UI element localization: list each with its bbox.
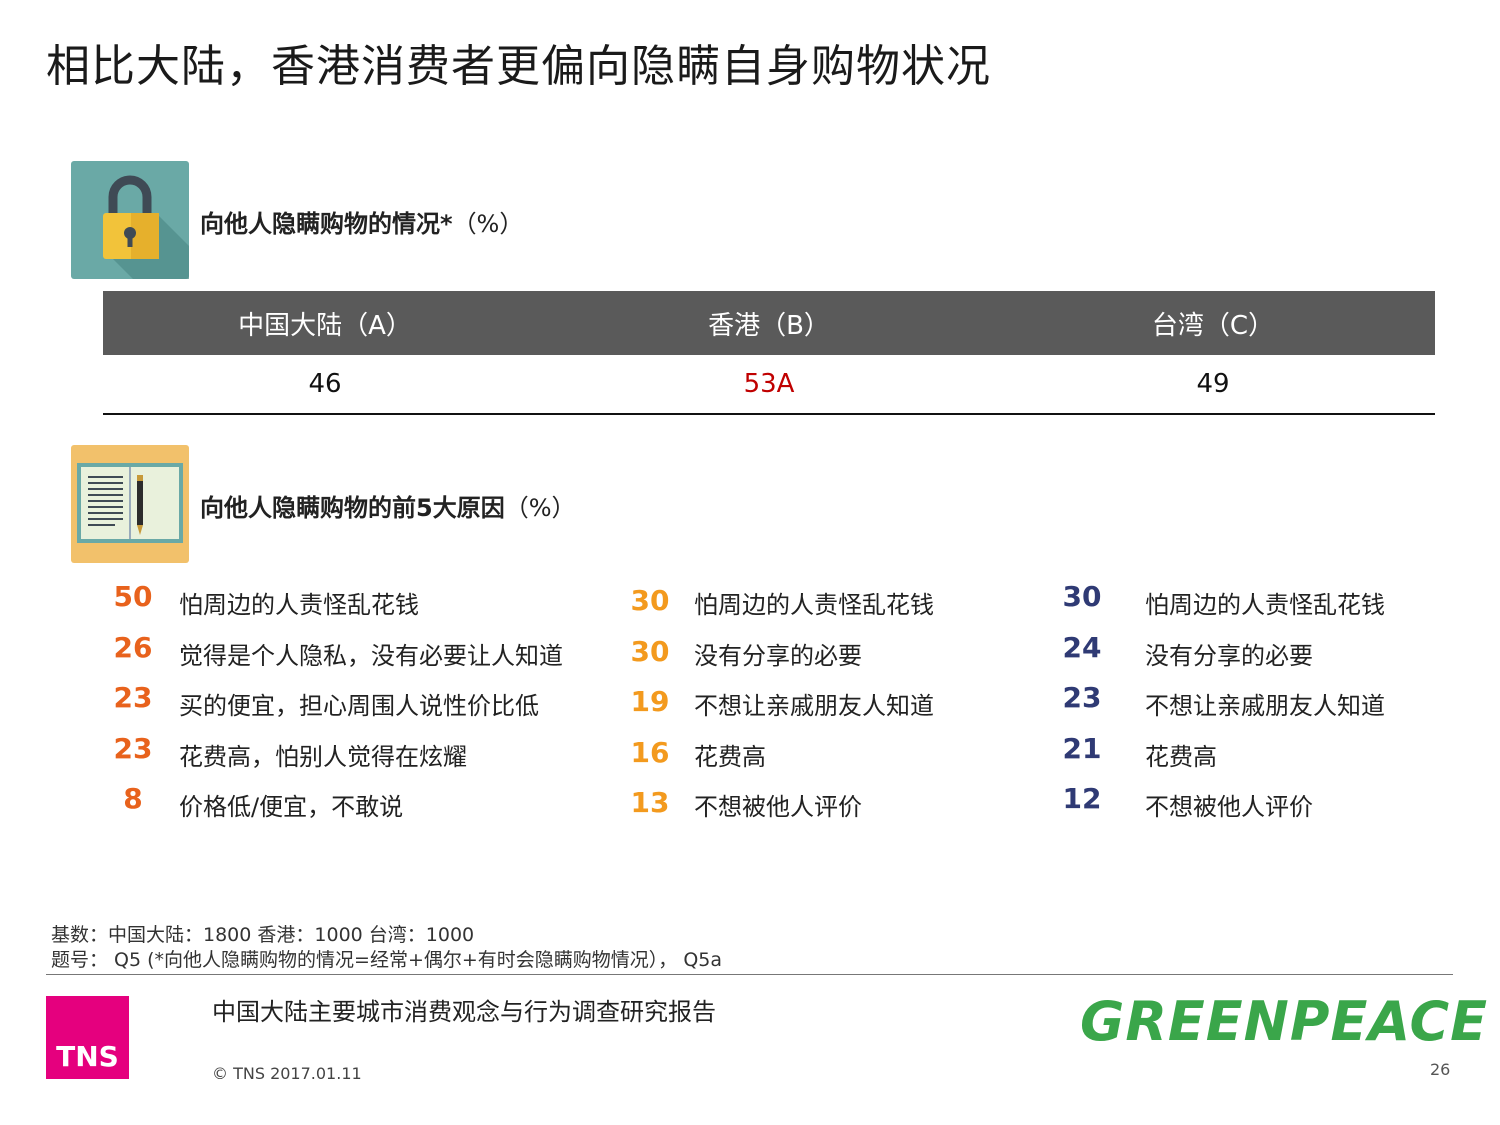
list-item: 23 花费高，怕别人觉得在炫耀 (103, 732, 603, 783)
value-hongkong: 53A (743, 369, 795, 399)
report-title: 中国大陆主要城市消费观念与行为调查研究报告 (212, 998, 716, 1026)
page-title: 相比大陆，香港消费者更偏向隐瞒自身购物状况 (46, 41, 991, 92)
reason-text: 不想让亲戚朋友人知道 (694, 692, 934, 721)
list-item: 23 买的便宜，担心周围人说性价比低 (103, 681, 603, 732)
reason-value: 30 (1062, 580, 1102, 613)
list-item: 24 没有分享的必要 (1052, 631, 1472, 682)
list-item: 8 价格低/便宜，不敢说 (103, 782, 603, 833)
reason-text: 买的便宜，担心周围人说性价比低 (179, 692, 539, 721)
reason-value: 23 (113, 731, 153, 765)
reason-value: 13 (630, 786, 670, 820)
list-item: 50 怕周边的人责怪乱花钱 (103, 580, 603, 631)
reason-text: 没有分享的必要 (694, 641, 862, 670)
copyright: © TNS 2017.01.11 (212, 1064, 362, 1083)
reason-text: 怕周边的人责怪乱花钱 (179, 591, 419, 619)
reason-value: 30 (630, 584, 670, 617)
column-hongkong: 香港（B） (708, 310, 830, 341)
reason-text: 花费高，怕别人觉得在炫耀 (179, 742, 467, 771)
greenpeace-logo: GREENPEACE (1080, 990, 1488, 1053)
reason-text: 花费高 (1145, 742, 1217, 771)
reason-value: 8 (123, 782, 143, 816)
column-mainland: 中国大陆（A） (238, 310, 412, 341)
reason-text: 价格低/便宜，不敢说 (179, 793, 404, 822)
reason-value: 23 (1062, 681, 1102, 715)
section1-heading: 向他人隐瞒购物的情况*（%） (200, 204, 523, 239)
reason-value: 24 (1062, 630, 1102, 664)
reasons-mainland: 50 怕周边的人责怪乱花钱 26 觉得是个人隐私，没有必要让人知道 23 买的便宜，担… (103, 580, 603, 833)
section1-unit: （%） (452, 210, 524, 238)
reason-value: 19 (630, 685, 670, 719)
list-item: 23 不想让亲戚朋友人知道 (1052, 681, 1472, 732)
value-mainland: 46 (308, 369, 342, 399)
footer-divider (46, 974, 1453, 975)
section2-heading-text: 向他人隐瞒购物的前5大原因 (200, 494, 505, 522)
reason-value: 21 (1062, 731, 1102, 765)
page-number: 26 (1430, 1060, 1451, 1079)
lock-icon (71, 161, 189, 279)
reason-text: 花费高 (694, 742, 766, 771)
list-item: 19 不想让亲戚朋友人知道 (620, 681, 1040, 732)
reason-text: 不想被他人评价 (1145, 793, 1313, 822)
reason-value: 30 (630, 634, 670, 668)
list-item: 12 不想被他人评价 (1052, 782, 1472, 833)
list-item: 30 怕周边的人责怪乱花钱 (620, 580, 1040, 631)
value-taiwan: 49 (1196, 369, 1230, 399)
reasons-hongkong: 30 怕周边的人责怪乱花钱 30 没有分享的必要 19 不想让亲戚朋友人知道 16 花费… (620, 580, 1040, 833)
list-item: 30 没有分享的必要 (620, 631, 1040, 682)
tns-logo: TNS (46, 996, 129, 1079)
reason-value: 23 (113, 681, 153, 715)
section2-heading: 向他人隐瞒购物的前5大原因（%） (200, 488, 576, 523)
reason-value: 50 (113, 580, 153, 613)
reason-text: 觉得是个人隐私，没有必要让人知道 (179, 641, 563, 670)
column-taiwan: 台湾（C） (1151, 310, 1275, 341)
list-item: 21 花费高 (1052, 732, 1472, 783)
section2-unit: （%） (504, 494, 576, 522)
reason-text: 怕周边的人责怪乱花钱 (694, 591, 934, 619)
table-header: 中国大陆（A） 香港（B） 台湾（C） (103, 291, 1435, 355)
reason-text: 不想让亲戚朋友人知道 (1145, 692, 1385, 721)
table-values-row: 46 53A 49 (103, 355, 1435, 415)
list-item: 16 花费高 (620, 732, 1040, 783)
footnote-base: 基数：中国大陆：1800 香港：1000 台湾：1000 (51, 924, 475, 946)
section1-heading-text: 向他人隐瞒购物的情况* (200, 210, 453, 238)
reason-text: 怕周边的人责怪乱花钱 (1145, 591, 1385, 619)
list-item: 13 不想被他人评价 (620, 782, 1040, 833)
reason-value: 12 (1062, 782, 1102, 816)
reason-text: 没有分享的必要 (1145, 641, 1313, 670)
reason-text: 不想被他人评价 (694, 793, 862, 822)
footnote-question: 题号： Q5 (*向他人隐瞒购物的情况=经常+偶尔+有时会隐瞒购物情况）， Q5… (51, 949, 723, 971)
reason-value: 26 (113, 630, 153, 664)
list-item: 30 怕周边的人责怪乱花钱 (1052, 580, 1472, 631)
reasons-taiwan: 30 怕周边的人责怪乱花钱 24 没有分享的必要 23 不想让亲戚朋友人知道 21 花费… (1052, 580, 1472, 833)
list-item: 26 觉得是个人隐私，没有必要让人知道 (103, 631, 603, 682)
reason-value: 16 (630, 735, 670, 769)
notebook-pen-icon (71, 445, 189, 563)
